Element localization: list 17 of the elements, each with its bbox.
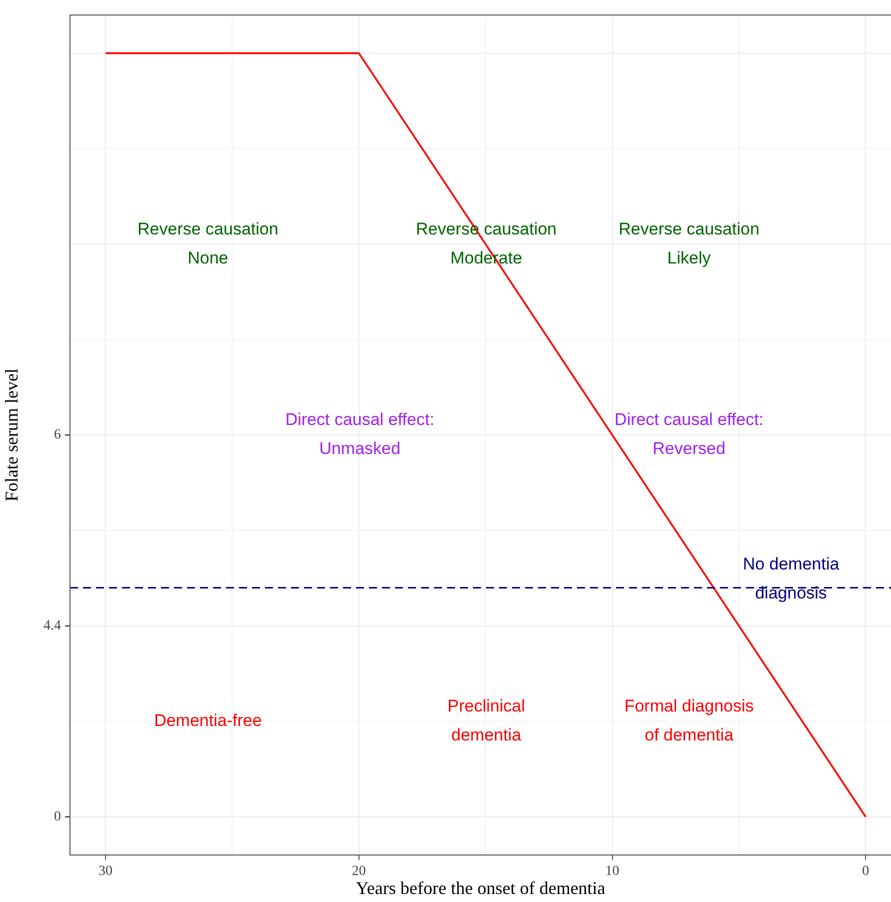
x-tick-label: 30 — [98, 864, 112, 880]
annotation: Dementia-free — [154, 711, 262, 730]
annotation: Reverse causation None — [138, 219, 278, 268]
annotation: Formal diagnosis of dementia — [624, 696, 754, 745]
x-tick-label: 20 — [352, 864, 366, 880]
text: 0 — [54, 809, 61, 824]
ref-line-label: No dementia diagnosis — [742, 554, 840, 602]
x-axis-title: Years before the onset of dementia — [356, 878, 606, 898]
annotation: Direct causal effect: Unmasked — [285, 410, 434, 458]
annotation: Direct causal effect: Reversed — [614, 410, 764, 458]
text: 4.4 — [44, 618, 61, 634]
y-axis-title: Folate serum level — [2, 368, 22, 502]
annotation: Reverse causation Likely — [618, 219, 760, 268]
text: 6 — [54, 428, 61, 443]
x-tick-label: 10 — [605, 864, 620, 880]
annotation: Preclinical dementia — [448, 696, 525, 745]
x-tick-label: 0 — [862, 864, 870, 880]
